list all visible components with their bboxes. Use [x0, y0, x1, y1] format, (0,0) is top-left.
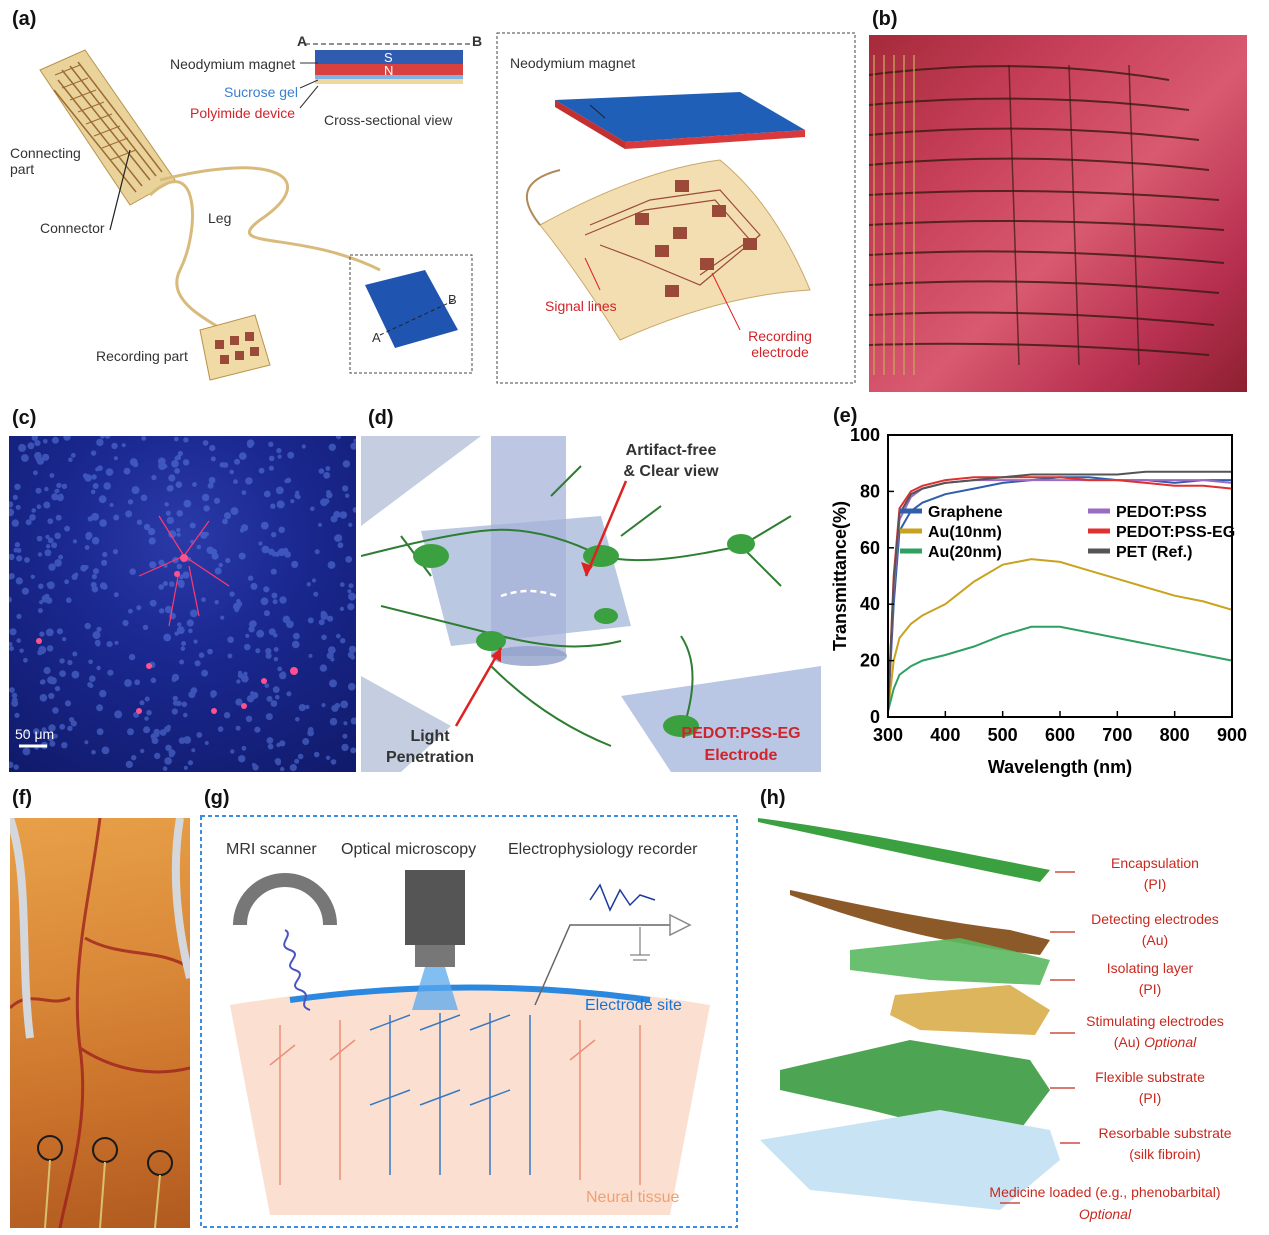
light-label: Light — [410, 728, 450, 745]
connecting-part-shape — [39, 49, 176, 206]
medicine-loaded-label: Medicine loaded (e.g., phenobarbital) — [989, 1184, 1221, 1200]
series-line-1 — [887, 558, 1233, 712]
polyimide-device-label: Polyimide device — [190, 105, 296, 121]
x-tick-label-0: 300 — [873, 725, 903, 745]
neuron-fluorescence — [9, 436, 356, 772]
panel-e-chart: 300 400 500 600 700 800 900 0 20 40 60 80 100 Graphe… — [826, 425, 1266, 785]
x-tick-label-4: 700 — [1102, 725, 1132, 745]
stimulating-electrodes-material: (Au) Optional — [1060, 1034, 1250, 1050]
legend-label-2: Au(20nm) — [928, 544, 1002, 561]
panel-c-micrograph: 50 μm — [9, 436, 356, 772]
pole-s-label: S — [384, 50, 393, 65]
y-tick-label-2: 40 — [860, 594, 880, 614]
neuron-electrode-schematic — [361, 436, 821, 772]
electrode-site-label: Electrode site — [585, 997, 682, 1014]
recording-part-label: Recording part — [96, 348, 188, 364]
electrode-material-label: PEDOT:PSS-EG — [681, 725, 801, 742]
zoom-magnet-label: Neodymium magnet — [510, 55, 636, 71]
signal-lines-label: Signal lines — [545, 298, 617, 314]
layered-device-schematic — [758, 818, 1080, 1210]
multimodal-schematic — [200, 815, 738, 1228]
panel-f-photo — [10, 818, 190, 1228]
legend-label-5: PET (Ref.) — [1116, 544, 1192, 561]
stimulating-optional: Optional — [1144, 1034, 1197, 1050]
connector-label: Connector — [40, 220, 105, 236]
cross-section-label: Cross-sectional view — [324, 112, 453, 128]
inset-a-label: A — [372, 330, 381, 345]
recording-part-shape — [199, 314, 271, 381]
mri-label: MRI scanner — [226, 841, 317, 858]
series-line-5 — [887, 470, 1232, 712]
section-b-label: B — [472, 33, 483, 49]
recording-electrode-label: Recording electrode — [748, 328, 812, 360]
panel-label-h: (h) — [760, 787, 786, 809]
inset-b-label: B — [448, 292, 457, 307]
clear-view-label: & Clear view — [623, 463, 719, 480]
x-tick-label-3: 600 — [1045, 725, 1075, 745]
resorbable-substrate-material: (silk fibroin) — [1129, 1146, 1201, 1162]
panel-g-illustration: MRI scanner Optical microscopy Electroph… — [200, 815, 738, 1228]
panel-a-illustration — [39, 32, 856, 384]
optical-label: Optical microscopy — [341, 841, 477, 858]
panel-h-illustration: Encapsulation (PI) Detecting electrodes … — [750, 810, 1265, 1230]
x-tick-label-2: 500 — [988, 725, 1018, 745]
stimulating-au: (Au) — [1113, 1034, 1141, 1050]
detecting-electrodes-label: Detecting electrodes — [1091, 911, 1219, 927]
neodymium-magnet-label: Neodymium magnet — [170, 56, 296, 72]
x-tick-label-6: 900 — [1217, 725, 1247, 745]
x-tick-label-1: 400 — [930, 725, 960, 745]
legend-label-4: PEDOT:PSS-EG — [1116, 524, 1235, 541]
electrode-label: Electrode — [704, 747, 778, 764]
chart-ylabel: Transmittance(%) — [830, 501, 850, 651]
panel-label-a: (a) — [12, 8, 37, 30]
stimulating-electrodes-label: Stimulating electrodes — [1086, 1013, 1224, 1029]
series-line-3 — [887, 479, 1233, 712]
neural-tissue-label: Neural tissue — [586, 1189, 680, 1206]
panel-label-g: (g) — [204, 787, 230, 809]
panel-label-b: (b) — [872, 8, 898, 30]
y-tick-label-0: 0 — [870, 707, 880, 727]
connecting-part-label: Connecting part — [10, 145, 81, 177]
detecting-electrodes-material: (Au) — [1141, 932, 1169, 948]
artifact-free-label: Artifact-free — [625, 442, 717, 459]
encapsulation-label: Encapsulation — [1111, 855, 1199, 871]
panel-label-e: (e) — [833, 405, 858, 427]
leg-label: Leg — [208, 210, 232, 226]
panel-a: A B Neodymium magnet S N Sucrose gel Pol… — [0, 30, 860, 390]
transmittance-chart: 300 400 500 600 700 800 900 0 20 40 60 80 100 Graphe… — [830, 425, 1247, 777]
x-tick-label-5: 800 — [1160, 725, 1190, 745]
series-line-2 — [887, 625, 1233, 712]
flexible-substrate-label: Flexible substrate — [1095, 1069, 1205, 1085]
electrode-array-photo — [869, 55, 1225, 375]
panel-b-photo — [869, 35, 1247, 392]
y-tick-label-1: 20 — [860, 651, 880, 671]
series-line-0 — [887, 476, 1232, 712]
pole-n-label: N — [384, 63, 394, 78]
panel-label-f: (f) — [12, 787, 32, 809]
resorbable-substrate-label: Resorbable substrate — [1098, 1125, 1232, 1141]
penetration-label: Penetration — [385, 749, 474, 766]
cortex-photo — [10, 818, 190, 1228]
panel-label-d: (d) — [368, 407, 394, 429]
y-tick-label-5: 100 — [850, 425, 880, 445]
y-tick-label-4: 80 — [860, 481, 880, 501]
y-tick-label-3: 60 — [860, 538, 880, 558]
section-a-label: A — [297, 33, 308, 49]
legend-label-3: PEDOT:PSS — [1116, 504, 1207, 521]
sucrose-gel-label: Sucrose gel — [224, 84, 298, 100]
chart-xlabel: Wavelength (nm) — [988, 757, 1132, 777]
flexible-substrate-material: (PI) — [1138, 1090, 1162, 1106]
scale-bar-label: 50 μm — [15, 726, 55, 742]
series-line-4 — [887, 476, 1233, 712]
ephys-label: Electrophysiology recorder — [508, 841, 698, 858]
panel-d-illustration: Artifact-free & Clear view Light Penetra… — [361, 436, 821, 772]
panel-label-c: (c) — [12, 407, 37, 429]
isolating-layer-label: Isolating layer — [1106, 960, 1194, 976]
encapsulation-material: (PI) — [1143, 876, 1167, 892]
legend-label-0: Graphene — [928, 504, 1003, 521]
legend-label-1: Au(10nm) — [928, 524, 1002, 541]
isolating-layer-material: (PI) — [1138, 981, 1162, 997]
medicine-optional: Optional — [1078, 1206, 1132, 1222]
